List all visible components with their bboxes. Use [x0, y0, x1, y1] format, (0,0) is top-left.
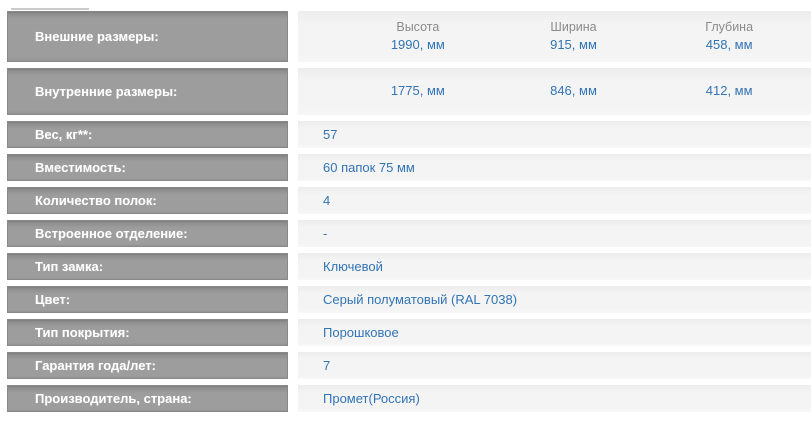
spec-label-inner-dimensions: Внутренние размеры: — [7, 68, 288, 115]
spec-value-manufacturer: Промет(Россия) — [298, 385, 811, 412]
dim-header-depth: Глубина — [705, 20, 754, 35]
row-outer-dimensions: Внешние размеры: Высота 1990, мм Ширина … — [7, 11, 811, 62]
row-builtin-compartment: Встроенное отделение: - — [7, 220, 811, 247]
row-weight: Вес, кг**: 57 — [7, 121, 811, 148]
row-lock-type: Тип замка: Ключевой — [7, 253, 811, 280]
spec-label-weight: Вес, кг**: — [7, 121, 288, 148]
spec-value-lock-type: Ключевой — [298, 253, 811, 280]
spec-label-capacity: Вместимость: — [7, 154, 288, 181]
dim-value-depth: 458, мм — [705, 37, 753, 53]
spec-label-lock-type: Тип замка: — [7, 253, 288, 280]
spec-label-outer-dimensions: Внешние размеры: — [7, 11, 288, 62]
spec-label-manufacturer: Производитель, страна: — [7, 385, 288, 412]
spec-value-color: Серый полуматовый (RAL 7038) — [298, 286, 811, 313]
spec-value-capacity: 60 папок 75 мм — [298, 154, 811, 181]
row-color: Цвет: Серый полуматовый (RAL 7038) — [7, 286, 811, 313]
spec-value-outer-dimensions: Высота 1990, мм Ширина 915, мм Глубина 4… — [298, 11, 811, 62]
dim-header-height: Высота — [396, 20, 440, 35]
row-capacity: Вместимость: 60 папок 75 мм — [7, 154, 811, 181]
row-warranty: Гарантия года/лет: 7 — [7, 352, 811, 379]
dim-value-inner-width: 846, мм — [550, 83, 597, 99]
spec-value-coating-type: Порошковое — [298, 319, 811, 346]
spec-label-color: Цвет: — [7, 286, 288, 313]
dim-value-width: 915, мм — [550, 37, 597, 53]
row-shelf-count: Количество полок: 4 — [7, 187, 811, 214]
row-manufacturer: Производитель, страна: Промет(Россия) — [7, 385, 811, 412]
spec-value-builtin-compartment: - — [298, 220, 811, 247]
dim-col-height: Высота 1990, мм — [391, 18, 445, 55]
dim-header-width: Ширина — [550, 20, 597, 35]
row-inner-dimensions: Внутренние размеры: 1775, мм 846, мм 412… — [7, 68, 811, 115]
row-coating-type: Тип покрытия: Порошковое — [7, 319, 811, 346]
spec-value-shelf-count: 4 — [298, 187, 811, 214]
spec-label-shelf-count: Количество полок: — [7, 187, 288, 214]
spec-label-coating-type: Тип покрытия: — [7, 319, 288, 346]
spec-value-inner-dimensions: 1775, мм 846, мм 412, мм — [298, 68, 811, 115]
dim-value-inner-height: 1775, мм — [390, 83, 445, 99]
spec-label-warranty: Гарантия года/лет: — [7, 352, 288, 379]
top-edge-artifact — [11, 8, 89, 10]
dim-value-inner-depth: 412, мм — [705, 83, 753, 99]
spec-value-warranty: 7 — [298, 352, 811, 379]
dim-col-width: Ширина 915, мм — [550, 18, 597, 55]
specifications-table: Внешние размеры: Высота 1990, мм Ширина … — [7, 11, 811, 418]
dim-value-height: 1990, мм — [390, 37, 445, 53]
dim-col-depth: Глубина 458, мм — [705, 18, 753, 55]
spec-value-weight: 57 — [298, 121, 811, 148]
spec-label-builtin-compartment: Встроенное отделение: — [7, 220, 288, 247]
